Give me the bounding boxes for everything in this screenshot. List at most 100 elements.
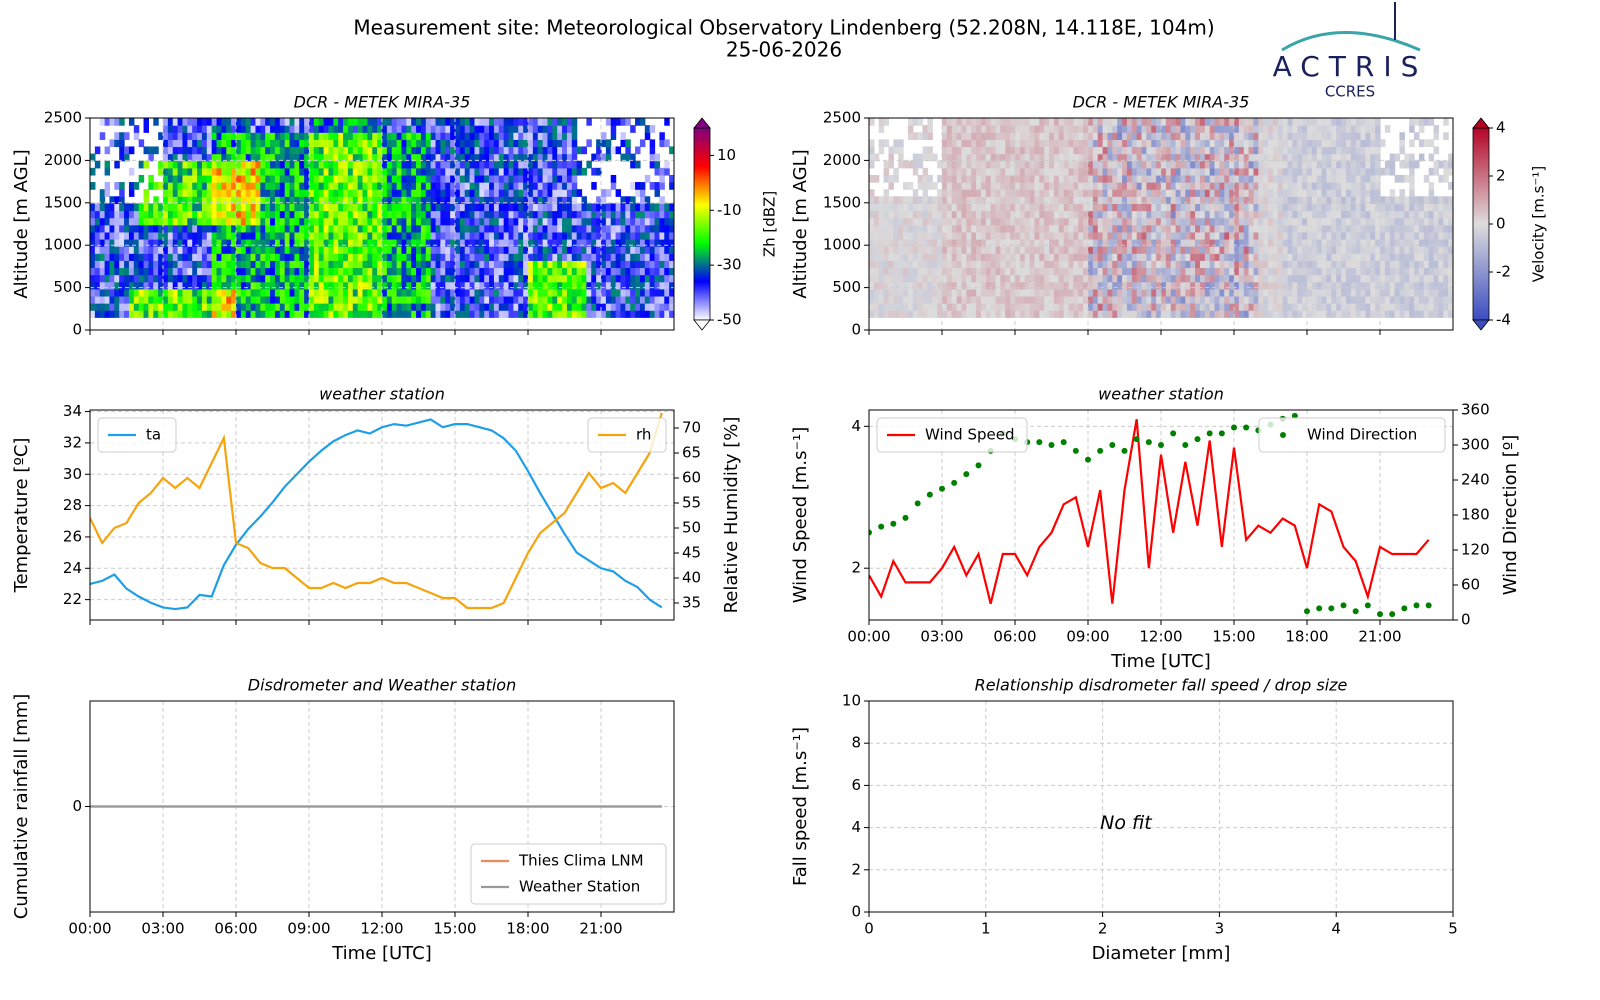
heatmap-cell <box>571 217 578 226</box>
heatmap-cell <box>620 260 626 269</box>
heatmap-cell <box>197 281 203 290</box>
heatmap-cell <box>406 253 412 261</box>
heatmap-cell <box>1136 281 1143 290</box>
heatmap-cell <box>231 246 237 254</box>
heatmap-cell <box>1165 267 1172 276</box>
heatmap-cell <box>932 310 938 318</box>
heatmap-cell <box>313 274 320 283</box>
heatmap-cell <box>1005 224 1011 233</box>
heatmap-cell <box>513 203 519 212</box>
heatmap-cell <box>669 182 674 190</box>
heatmap-cell <box>226 196 232 205</box>
heatmap-cell <box>216 210 222 219</box>
heatmap-cell <box>109 231 115 240</box>
heatmap-cell <box>469 303 476 311</box>
heatmap-cell <box>260 281 266 290</box>
heatmap-cell <box>566 210 573 219</box>
heatmap-cell <box>484 238 490 247</box>
heatmap-cell <box>309 146 315 155</box>
heatmap-cell <box>498 210 505 219</box>
heatmap-cell <box>1000 253 1006 261</box>
heatmap-cell <box>411 132 417 140</box>
heatmap-cell <box>260 132 266 140</box>
heatmap-cell <box>133 288 140 297</box>
heatmap-cell <box>274 132 281 140</box>
heatmap-cell <box>932 153 938 162</box>
heatmap-cell <box>946 295 953 304</box>
heatmap-cell <box>995 174 1001 183</box>
heatmap-cell <box>1190 274 1196 283</box>
heatmap-cell <box>523 217 529 226</box>
heatmap-cell <box>985 253 992 261</box>
heatmap-cell <box>114 203 120 212</box>
heatmap-cell <box>284 295 291 304</box>
heatmap-cell <box>396 224 403 233</box>
heatmap-cell <box>177 260 184 269</box>
heatmap-cell <box>1078 125 1084 133</box>
heatmap-cell <box>937 210 943 219</box>
heatmap-cell <box>528 288 534 297</box>
heatmap-cell <box>99 253 106 261</box>
heatmap-cell <box>1083 303 1089 311</box>
heatmap-cell <box>1126 224 1133 233</box>
heatmap-cell <box>1005 189 1011 197</box>
heatmap-cell <box>503 189 510 197</box>
heatmap-cell <box>382 253 388 261</box>
heatmap-cell <box>1185 146 1191 155</box>
heatmap-cell <box>542 118 549 126</box>
heatmap-cell <box>898 274 904 283</box>
heatmap-cell <box>620 210 626 219</box>
heatmap-cell <box>1112 274 1118 283</box>
heatmap-cell <box>133 182 140 190</box>
heatmap-cell <box>537 231 544 240</box>
heatmap-cell <box>124 146 130 155</box>
heatmap-cell <box>469 189 476 197</box>
heatmap-cell <box>469 132 476 140</box>
heatmap-cell <box>669 217 674 226</box>
heatmap-cell <box>425 238 432 247</box>
heatmap-cell <box>1136 167 1143 176</box>
heatmap-cell <box>352 182 359 190</box>
heatmap-cell <box>995 139 1001 148</box>
heatmap-cell <box>197 253 203 261</box>
heatmap-cell <box>313 231 320 240</box>
heatmap-cell <box>537 288 544 297</box>
heatmap-cell <box>318 231 325 240</box>
heatmap-cell <box>362 203 368 212</box>
heatmap-cell <box>917 295 924 304</box>
heatmap-cell <box>976 139 982 148</box>
heatmap-cell <box>119 303 125 311</box>
heatmap-cell <box>922 274 928 283</box>
heatmap-cell <box>1161 153 1167 162</box>
heatmap-cell <box>167 288 174 297</box>
heatmap-cell <box>294 253 300 261</box>
heatmap-cell <box>664 253 670 261</box>
heatmap-cell <box>406 274 412 283</box>
heatmap-cell <box>430 196 437 205</box>
heatmap-cell <box>649 224 656 233</box>
heatmap-cell <box>396 295 403 304</box>
heatmap-cell <box>445 274 451 283</box>
heatmap-cell <box>357 182 364 190</box>
heatmap-cell <box>888 160 894 169</box>
heatmap-cell <box>201 238 208 247</box>
heatmap-cell <box>396 203 403 212</box>
heatmap-cell <box>552 203 558 212</box>
heatmap-cell <box>396 288 403 297</box>
heatmap-cell <box>357 189 364 197</box>
heatmap-cell <box>406 267 412 276</box>
heatmap-cell <box>1000 231 1006 240</box>
heatmap-cell <box>873 281 880 290</box>
heatmap-cell <box>1053 253 1060 261</box>
heatmap-cell <box>1122 132 1128 140</box>
heatmap-cell <box>270 246 276 254</box>
heatmap-cell <box>396 310 403 318</box>
heatmap-cell <box>610 246 617 254</box>
heatmap-cell <box>581 246 587 254</box>
heatmap-cell <box>124 303 130 311</box>
heatmap-cell <box>420 267 427 276</box>
heatmap-cell <box>547 146 553 155</box>
heatmap-cell <box>942 125 948 133</box>
heatmap-cell <box>474 160 480 169</box>
heatmap-cell <box>1058 217 1065 226</box>
